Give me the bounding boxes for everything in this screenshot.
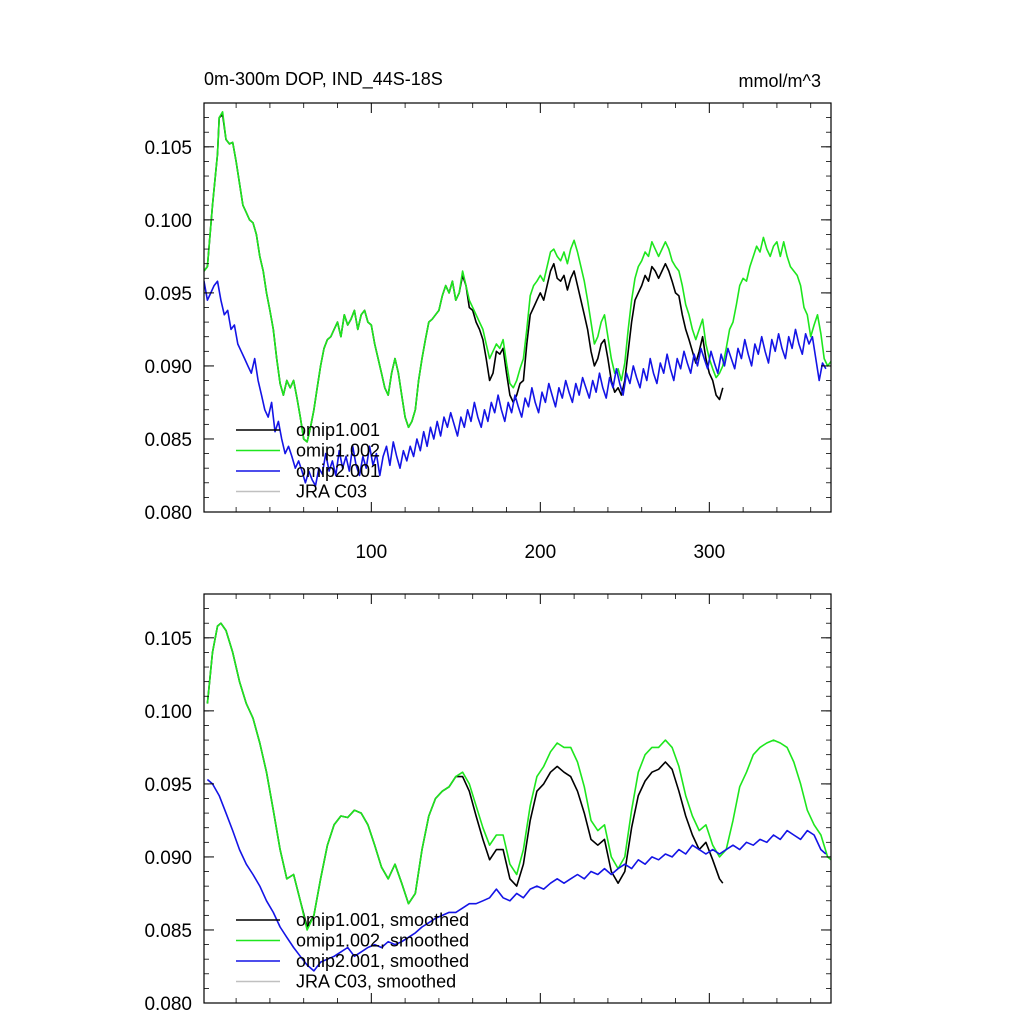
legend-label: omip1.001 — [296, 420, 380, 440]
x-tick-label: 200 — [524, 542, 556, 563]
y-tick-label: 0.085 — [144, 430, 192, 451]
legend-label: JRA C03 — [296, 482, 367, 502]
legend-label: omip1.002, smoothed — [296, 931, 469, 951]
legend-label: omip2.001 — [296, 461, 380, 481]
chart-title: 0m-300m DOP, IND_44S-18S — [204, 69, 443, 90]
legend-label: omip1.002 — [296, 441, 380, 461]
series-line-3 — [206, 778, 827, 972]
series-line-2 — [206, 622, 831, 931]
x-tick-label: 100 — [355, 542, 387, 563]
legend-label: JRA C03, smoothed — [296, 972, 456, 992]
y-tick-label: 0.105 — [144, 138, 192, 159]
x-tick-label: 300 — [693, 542, 725, 563]
chart-panel-2: 0.080 0.085 0.090 0.095 0.100 0.105 omip1.001,… — [144, 593, 832, 1015]
y-tick-label: 0.095 — [144, 284, 192, 305]
series-line-3 — [204, 280, 827, 487]
units-label: mmol/m^3 — [739, 71, 821, 91]
y-tick-label: 0.090 — [144, 848, 192, 869]
y-tick-label: 0.085 — [144, 921, 192, 942]
legend-label: omip1.001, smoothed — [296, 910, 469, 930]
y-tick-label: 0.080 — [144, 994, 192, 1015]
y-tick-label: 0.090 — [144, 357, 192, 378]
series-line-2 — [204, 111, 831, 443]
legend-label: omip2.001, smoothed — [296, 951, 469, 971]
series-line-1 — [204, 113, 724, 443]
y-tick-label: 0.100 — [144, 702, 192, 723]
y-tick-label: 0.080 — [144, 503, 192, 524]
y-tick-label: 0.095 — [144, 775, 192, 796]
chart-panel-1: 0.080 0.085 0.090 0.095 0.100 0.105 100 200 300 0… — [144, 69, 832, 563]
y-tick-label: 0.100 — [144, 211, 192, 232]
y-tick-label: 0.105 — [144, 629, 192, 650]
